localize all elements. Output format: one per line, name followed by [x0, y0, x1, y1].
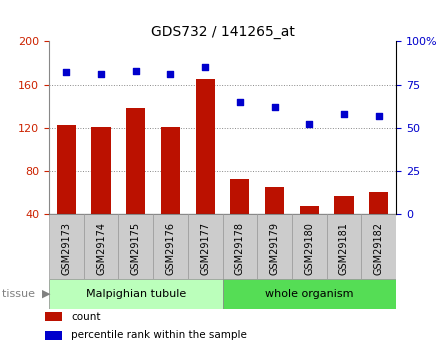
- Bar: [118, 214, 153, 279]
- Title: GDS732 / 141265_at: GDS732 / 141265_at: [150, 25, 295, 39]
- Point: [63, 70, 70, 75]
- Bar: [300, 206, 319, 214]
- Point: [97, 71, 105, 77]
- Point: [306, 121, 313, 127]
- Bar: [196, 79, 214, 214]
- Text: GSM29174: GSM29174: [96, 222, 106, 275]
- Bar: [188, 214, 222, 279]
- Point: [202, 65, 209, 70]
- Bar: [231, 179, 249, 214]
- Point: [271, 104, 278, 110]
- Point: [132, 68, 139, 73]
- Point: [236, 99, 243, 105]
- Text: GSM29182: GSM29182: [374, 222, 384, 275]
- Bar: [369, 193, 388, 214]
- Bar: [44, 331, 62, 339]
- Text: GSM29181: GSM29181: [339, 222, 349, 275]
- Bar: [57, 126, 76, 214]
- Text: Malpighian tubule: Malpighian tubule: [85, 289, 186, 299]
- Text: GSM29180: GSM29180: [304, 222, 314, 275]
- Bar: [222, 214, 257, 279]
- Text: GSM29178: GSM29178: [235, 222, 245, 275]
- Text: count: count: [71, 312, 101, 322]
- Text: whole organism: whole organism: [265, 289, 353, 299]
- Bar: [126, 108, 145, 214]
- Bar: [49, 214, 84, 279]
- Point: [375, 113, 382, 118]
- Text: tissue  ▶: tissue ▶: [2, 289, 51, 299]
- Bar: [265, 187, 284, 214]
- Point: [167, 71, 174, 77]
- Bar: [335, 196, 353, 214]
- Bar: [84, 214, 118, 279]
- Bar: [44, 313, 62, 322]
- Bar: [92, 127, 110, 214]
- Point: [340, 111, 348, 117]
- Bar: [161, 127, 180, 214]
- Text: GSM29179: GSM29179: [270, 222, 279, 275]
- Text: percentile rank within the sample: percentile rank within the sample: [71, 330, 247, 340]
- Bar: [222, 279, 396, 309]
- Bar: [361, 214, 396, 279]
- Text: GSM29176: GSM29176: [166, 222, 175, 275]
- Text: GSM29177: GSM29177: [200, 222, 210, 275]
- Bar: [257, 214, 292, 279]
- Bar: [327, 214, 361, 279]
- Text: GSM29173: GSM29173: [61, 222, 71, 275]
- Text: GSM29175: GSM29175: [131, 222, 141, 275]
- Bar: [153, 214, 188, 279]
- Bar: [292, 214, 327, 279]
- Bar: [49, 279, 222, 309]
